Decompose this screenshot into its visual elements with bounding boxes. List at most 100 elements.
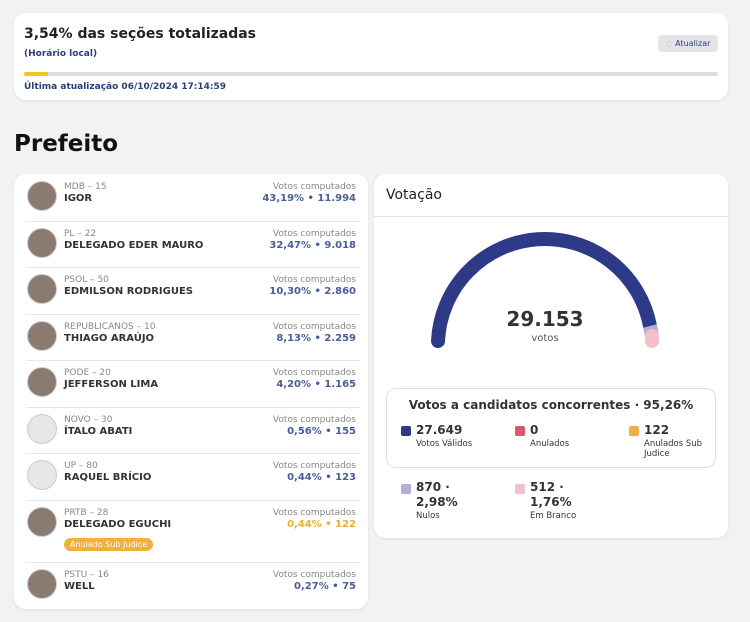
votes: 0,56% • 155 (287, 425, 356, 437)
legend-swatch (629, 426, 639, 436)
item-pct: 2,98% (416, 495, 458, 509)
progress-track (24, 72, 718, 76)
status-card: 3,54% das seções totalizadas (Horário lo… (14, 13, 728, 100)
votes-title: Votação (386, 187, 442, 203)
legend-swatch (401, 426, 411, 436)
item-label: Votos Válidos (416, 439, 473, 449)
gauge (431, 232, 660, 348)
section-title: Prefeito (14, 131, 119, 157)
party: REPUBLICANOS – 10 (64, 321, 156, 332)
item-label: Anulados Sub Judice (644, 439, 703, 459)
candidate-name: EDMILSON RODRIGUES (64, 286, 194, 297)
candidate-row[interactable]: PSOL – 50 EDMILSON RODRIGUES Votos computa… (14, 267, 368, 314)
separator (26, 360, 360, 361)
candidate-row[interactable]: UP – 80 RAQUEL BRÍCIO Votos computados 0,44… (14, 453, 368, 500)
candidate-name: ÍTALO ABATI (64, 425, 133, 437)
votes-label: Votos computados (272, 414, 356, 425)
candidate-row[interactable]: PL – 22 DELEGADO EDER MAURO Votos computad… (14, 221, 368, 268)
party: PRTB – 28 (64, 507, 109, 518)
avatar (27, 460, 57, 490)
badge: Anulado Sub Judice (64, 537, 154, 551)
separator (26, 267, 360, 268)
item-value: 122 (644, 423, 670, 437)
candidate-name: JEFFERSON LIMA (64, 379, 159, 390)
votes: 8,13% • 2.259 (276, 332, 356, 344)
avatar (27, 506, 57, 537)
votes-label: Votos computados (272, 461, 356, 471)
progress-fill (24, 72, 48, 76)
votes-card: Votação 29.153 votos Votos a candidatos … (374, 174, 728, 538)
votes-label: Votos computados (272, 569, 356, 580)
party: PODE – 20 (64, 368, 111, 378)
votes: 0,44% • 123 (287, 472, 356, 483)
candidate-row[interactable]: PSTU – 16 WELL Votos computados 0,27% • 75 (14, 562, 368, 609)
party: PSTU – 16 (64, 569, 109, 580)
candidate-name: THIAGO ARAÚJO (64, 332, 155, 344)
gauge-valid (431, 232, 657, 348)
item-label: Nulos (416, 511, 440, 521)
item-value: 27.649 (416, 423, 463, 437)
separator (374, 216, 728, 217)
separator (26, 313, 360, 315)
box-title: Votos a candidatos concorrentes · 95,26% (408, 398, 694, 412)
candidate-name: DELEGADO EDER MAURO (64, 239, 204, 251)
avatar (27, 568, 57, 599)
candidate-list: MDB – 15 IGOR Votos computados 43,19% • 11.… (14, 174, 368, 609)
votes-label: Votos computados (272, 182, 356, 192)
party: NOVO – 30 (64, 414, 113, 425)
votes: 0,44% • 122 (287, 518, 356, 530)
votes-unit: votos (531, 333, 559, 344)
legend-swatch (401, 484, 411, 494)
candidate-row[interactable]: PODE – 20 JEFFERSON LIMA Votos computados 4… (14, 360, 368, 407)
separator (26, 453, 360, 454)
party: PSOL – 50 (64, 275, 109, 285)
item-label: Em Branco (530, 511, 577, 521)
candidate-row[interactable]: NOVO – 30 ÍTALO ABATI Votos computados 0,56… (14, 407, 368, 454)
votes-label: Votos computados (272, 275, 356, 285)
avatar (27, 227, 57, 258)
candidate-row[interactable]: MDB – 15 IGOR Votos computados 43,19% • 11.… (14, 174, 368, 221)
item-label: Anulados (530, 439, 570, 449)
refresh-label: Atualizar (675, 39, 711, 48)
summary-box: Votos a candidatos concorrentes · 95,26%… (386, 388, 716, 468)
item-value: 512 · (530, 480, 564, 494)
party: PL – 22 (64, 228, 97, 239)
separator (26, 220, 360, 222)
votes: 0,27% • 75 (294, 580, 356, 592)
refresh-button[interactable]: ◌ Atualizar (658, 35, 718, 52)
votes: 4,20% • 1.165 (276, 379, 356, 390)
votes: 43,19% • 11.994 (262, 193, 356, 204)
party: MDB – 15 (64, 182, 107, 192)
item-value: 0 (530, 423, 539, 437)
legend-swatch (515, 426, 525, 436)
votes-total: 29.153 (506, 307, 584, 331)
avatar (27, 367, 57, 397)
candidate-name: IGOR (64, 193, 93, 204)
candidate-row[interactable]: PRTB – 28 DELEGADO EGUCHI Votos computados… (14, 500, 368, 562)
candidate-name: RAQUEL BRÍCIO (64, 472, 152, 483)
votes: 10,30% • 2.860 (269, 286, 356, 297)
separator (26, 499, 360, 501)
party: UP – 80 (64, 461, 98, 471)
candidate-name: DELEGADO EGUCHI (64, 518, 172, 530)
updated-text: Última atualização 06/10/2024 17:14:59 (24, 82, 227, 92)
status-subtitle: (Horário local) (24, 49, 98, 59)
avatar (27, 181, 57, 211)
votes-label: Votos computados (272, 228, 356, 239)
avatar (27, 413, 57, 444)
votes-label: Votos computados (272, 507, 356, 518)
avatar (27, 320, 57, 351)
votes-label: Votos computados (272, 321, 356, 332)
avatar (27, 274, 57, 304)
candidate-name: WELL (64, 580, 95, 592)
separator (26, 561, 360, 563)
votes-label: Votos computados (272, 368, 356, 378)
candidate-row[interactable]: REPUBLICANOS – 10 THIAGO ARAÚJO Votos comp… (14, 314, 368, 361)
legend-swatch (515, 484, 525, 494)
item-pct: 1,76% (530, 495, 572, 509)
separator (26, 406, 360, 408)
votes: 32,47% • 9.018 (269, 239, 356, 251)
item-value: 870 · (416, 480, 450, 494)
status-title: 3,54% das seções totalizadas (24, 26, 257, 42)
